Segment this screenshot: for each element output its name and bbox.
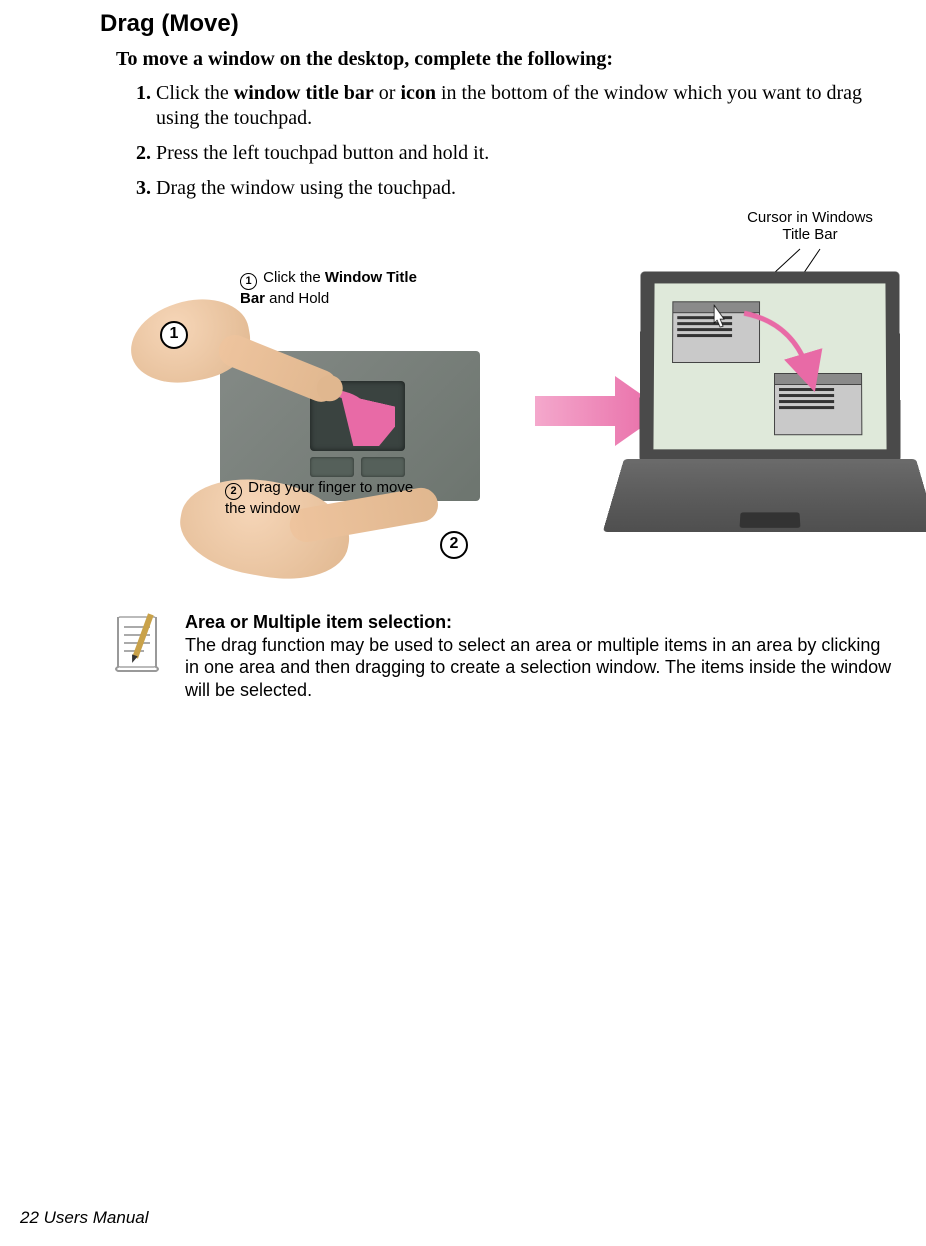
note-title: Area or Multiple item selection: [185,612,452,632]
annotation-1-pre: Click the [259,269,325,286]
footer-text: Users Manual [39,1208,149,1227]
annotation-1-num-icon: 1 [240,273,257,290]
laptop-screen [653,283,886,449]
cursor-label: Cursor in Windows Title Bar [710,209,910,243]
callout-circle-1: 1 [160,321,188,349]
touchpad-right-button [361,457,405,477]
laptop-illustration [620,261,920,551]
touchpad-left-button [310,457,354,477]
laptop-touchpad [740,512,801,528]
annotation-1-post: and Hold [265,290,329,307]
step-3: Drag the window using the touchpad. [156,176,906,201]
annotation-2: 2 Drag your finger to move the window [225,479,415,517]
steps-list: Click the window title bar or icon in th… [116,81,906,201]
step1-bold2: icon [400,82,436,104]
step1-pre: Click the [156,82,234,104]
intro-text: To move a window on the desktop, complet… [116,48,906,71]
laptop-bezel [639,272,900,462]
note-block: Area or Multiple item selection: The dra… [110,611,906,701]
page-footer: 22 Users Manual [20,1208,149,1228]
section-heading: Drag (Move) [100,10,906,38]
step-2: Press the left touchpad button and hold … [156,141,906,166]
step-1: Click the window title bar or icon in th… [156,81,906,131]
step1-bold1: window title bar [234,82,374,104]
footer-page-number: 22 [20,1208,39,1227]
note-body: The drag function may be used to select … [185,635,891,700]
annotation-2-text: Drag your finger to move the window [225,479,413,517]
window-move-arrow [653,283,886,449]
note-text: Area or Multiple item selection: The dra… [185,611,896,701]
step1-mid: or [374,82,401,104]
annotation-1: 1 Click the Window Title Bar and Hold [240,269,420,307]
annotation-2-num-icon: 2 [225,483,242,500]
callout-circle-2: 2 [440,531,468,559]
cursor-label-line1: Cursor in Windows [747,209,873,226]
figure-area: Cursor in Windows Title Bar 1 2 [100,211,920,571]
note-icon [110,611,165,686]
